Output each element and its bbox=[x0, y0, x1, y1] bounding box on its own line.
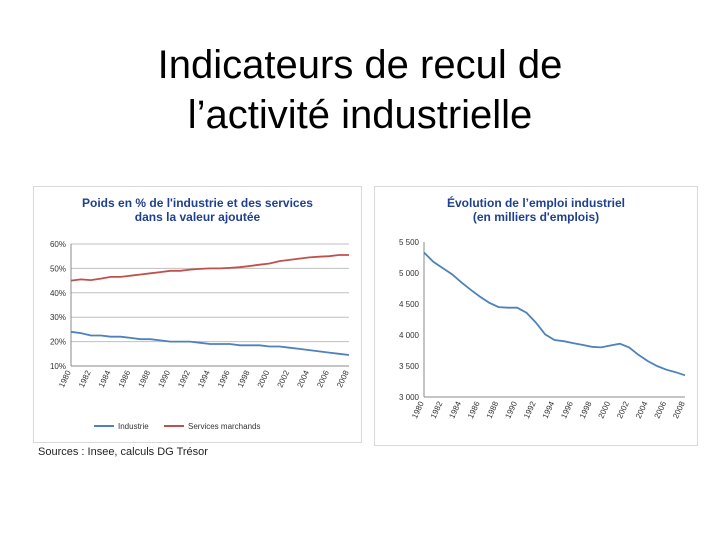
x-tick-label: 1990 bbox=[503, 400, 519, 420]
x-tick-label: 1982 bbox=[77, 369, 93, 389]
series-line-employment bbox=[423, 251, 686, 377]
x-tick-label: 1980 bbox=[410, 400, 426, 420]
chart-title-line2: dans la valeur ajoutée bbox=[134, 210, 261, 224]
y-tick-label: 60% bbox=[50, 240, 66, 249]
x-tick-label: 2002 bbox=[615, 400, 631, 420]
chart-title-employment: Évolution de l’emploi industriel (en mil… bbox=[375, 196, 697, 224]
chart-title-value-added: Poids en % de l'industrie et des service… bbox=[34, 196, 361, 224]
y-tick-label: 30% bbox=[50, 313, 66, 322]
y-tick-label: 20% bbox=[50, 338, 66, 347]
x-tick-label: 1992 bbox=[522, 400, 538, 420]
x-tick-label: 1986 bbox=[117, 369, 133, 389]
x-tick-label: 1996 bbox=[559, 400, 575, 420]
x-tick-label: 2002 bbox=[276, 369, 292, 389]
x-tick-label: 1996 bbox=[216, 369, 232, 389]
legend-entry: Industrie bbox=[118, 422, 149, 431]
source-note: Sources : Insee, calculs DG Trésor bbox=[38, 446, 208, 458]
x-tick-label: 1992 bbox=[176, 369, 192, 389]
y-tick-label: 3 000 bbox=[399, 393, 420, 402]
x-tick-label: 2004 bbox=[634, 400, 650, 420]
x-tick-label: 1980 bbox=[57, 369, 73, 389]
slide-title: Indicateurs de recul de l’activité indus… bbox=[0, 40, 720, 140]
y-tick-label: 5 500 bbox=[399, 238, 420, 247]
x-tick-label: 1986 bbox=[466, 400, 482, 420]
x-tick-label: 2006 bbox=[315, 369, 331, 389]
y-tick-label: 3 500 bbox=[399, 362, 420, 371]
chart-panel-employment: Évolution de l’emploi industriel (en mil… bbox=[374, 186, 698, 446]
chart-title-line1: Évolution de l’emploi industriel bbox=[446, 196, 625, 210]
x-tick-label: 1982 bbox=[429, 400, 445, 420]
slide-title-line1: Indicateurs de recul de bbox=[157, 43, 563, 87]
x-tick-label: 1994 bbox=[196, 369, 212, 389]
x-tick-label: 1984 bbox=[97, 369, 113, 389]
x-tick-label: 1988 bbox=[485, 400, 501, 420]
x-tick-label: 2000 bbox=[256, 369, 272, 389]
x-tick-label: 2008 bbox=[671, 400, 687, 420]
legend-entry: Services marchands bbox=[188, 422, 260, 431]
y-tick-label: 50% bbox=[50, 264, 66, 273]
x-tick-label: 2008 bbox=[335, 369, 351, 389]
x-tick-label: 1988 bbox=[137, 369, 153, 389]
x-tick-label: 2000 bbox=[597, 400, 613, 420]
y-tick-label: 10% bbox=[50, 362, 66, 371]
x-tick-label: 1998 bbox=[236, 369, 252, 389]
x-tick-label: 2006 bbox=[652, 400, 668, 420]
series-line-industrie bbox=[70, 330, 350, 356]
x-tick-label: 1998 bbox=[578, 400, 594, 420]
slide-title-line2: l’activité industrielle bbox=[187, 93, 533, 137]
x-tick-label: 2004 bbox=[295, 369, 311, 389]
chart-title-line2: (en milliers d'emplois) bbox=[472, 210, 600, 224]
x-tick-label: 1994 bbox=[541, 400, 557, 420]
y-tick-label: 40% bbox=[50, 289, 66, 298]
chart-title-line1: Poids en % de l'industrie et des service… bbox=[82, 196, 313, 210]
y-tick-label: 4 500 bbox=[399, 300, 420, 309]
series-line-services-marchands bbox=[70, 254, 349, 282]
y-tick-label: 5 000 bbox=[399, 269, 420, 278]
x-tick-label: 1990 bbox=[156, 369, 172, 389]
x-tick-label: 1984 bbox=[447, 400, 463, 420]
y-tick-label: 4 000 bbox=[399, 331, 420, 340]
chart-panel-value-added: Poids en % de l'industrie et des service… bbox=[33, 186, 362, 443]
chart-value-added: 10%20%30%40%50%60%1980 1982 1984 1986 1988 19… bbox=[50, 240, 351, 431]
